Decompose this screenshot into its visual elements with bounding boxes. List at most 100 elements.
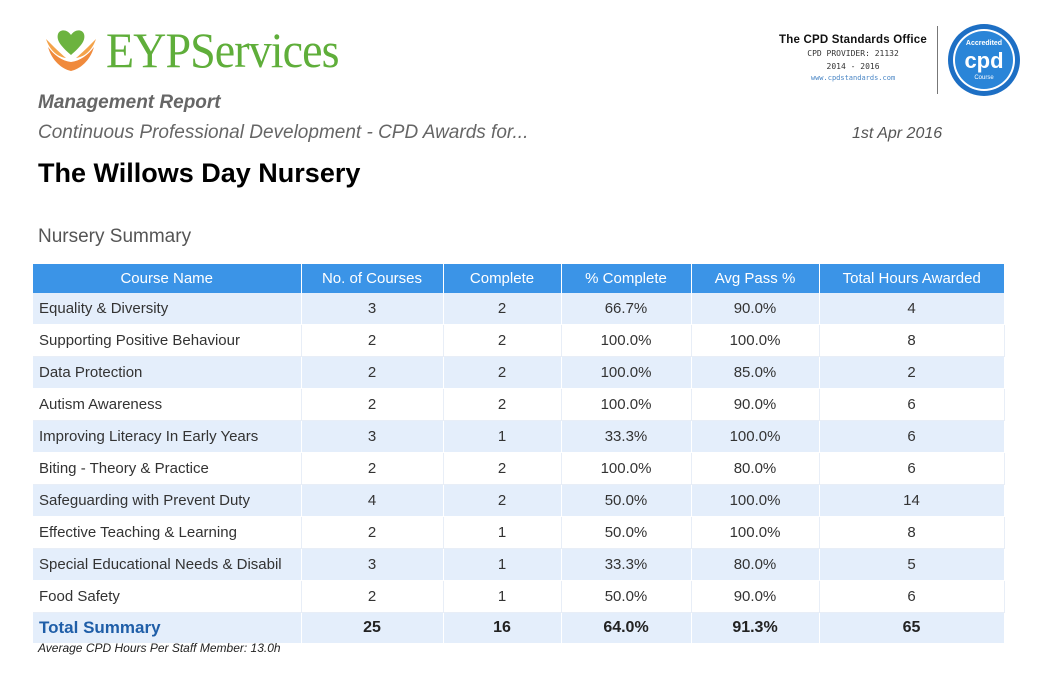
course-name: Food Safety	[33, 580, 302, 613]
total-num-courses: 25	[301, 612, 444, 644]
pct-complete: 50.0%	[561, 580, 692, 613]
column-header: Total Hours Awarded	[819, 264, 1004, 293]
complete: 1	[443, 548, 562, 581]
cpd-office: The CPD Standards Office	[779, 34, 927, 46]
avg-pass: 100.0%	[691, 420, 820, 453]
pct-complete: 50.0%	[561, 484, 692, 517]
pct-complete: 100.0%	[561, 452, 692, 485]
course-name: Supporting Positive Behaviour	[33, 324, 302, 357]
column-header: No. of Courses	[301, 264, 444, 293]
complete: 2	[443, 452, 562, 485]
total-hours: 14	[819, 484, 1005, 517]
complete: 2	[443, 356, 562, 389]
total-pct-complete: 64.0%	[561, 612, 692, 644]
avg-pass: 80.0%	[691, 452, 820, 485]
table-header-row: Course Name No. of Courses Complete % Co…	[33, 264, 1004, 293]
table-row: Special Educational Needs & Disabil 3 1 …	[33, 548, 1005, 581]
complete: 1	[443, 580, 562, 613]
avg-pass: 80.0%	[691, 548, 820, 581]
pct-complete: 100.0%	[561, 356, 692, 389]
avg-pass: 100.0%	[691, 516, 820, 549]
num-courses: 2	[301, 516, 444, 549]
report-subtitle: Continuous Professional Development - CP…	[38, 122, 529, 143]
avg-pass: 90.0%	[691, 580, 820, 613]
course-name: Special Educational Needs & Disabil	[33, 548, 302, 581]
num-courses: 2	[301, 324, 444, 357]
total-hours: 8	[819, 324, 1005, 357]
course-name: Equality & Diversity	[33, 293, 302, 325]
total-hours: 6	[819, 580, 1005, 613]
complete: 2	[443, 484, 562, 517]
course-name: Data Protection	[33, 356, 302, 389]
report-type: Management Report	[38, 92, 221, 113]
total-hours: 2	[819, 356, 1005, 389]
pct-complete: 66.7%	[561, 293, 692, 325]
total-hours-awarded: 65	[819, 612, 1005, 644]
num-courses: 3	[301, 548, 444, 581]
course-name: Biting - Theory & Practice	[33, 452, 302, 485]
cpd-accreditation: The CPD Standards Office CPD PROVIDER: 2…	[779, 22, 1022, 98]
num-courses: 3	[301, 293, 444, 325]
column-header: % Complete	[561, 264, 692, 293]
total-summary-row: Total Summary 25 16 64.0% 91.3% 65	[33, 612, 1005, 644]
cpd-url: www.cpdstandards.com	[810, 74, 896, 82]
avg-pass: 100.0%	[691, 324, 820, 357]
eyp-logo: EYPServices	[42, 20, 359, 80]
num-courses: 2	[301, 580, 444, 613]
table-row: Improving Literacy In Early Years 3 1 33…	[33, 420, 1005, 453]
complete: 1	[443, 516, 562, 549]
badge-main-text: cpd	[964, 48, 1003, 73]
course-name: Autism Awareness	[33, 388, 302, 421]
total-hours: 6	[819, 388, 1005, 421]
total-hours: 8	[819, 516, 1005, 549]
cpd-years: 2014 - 2016	[826, 62, 880, 71]
total-hours: 4	[819, 293, 1005, 325]
avg-pass: 90.0%	[691, 388, 820, 421]
pct-complete: 100.0%	[561, 388, 692, 421]
complete: 1	[443, 420, 562, 453]
total-label: Total Summary	[33, 612, 302, 644]
pct-complete: 33.3%	[561, 548, 692, 581]
table-row: Food Safety 2 1 50.0% 90.0% 6	[33, 580, 1005, 613]
total-hours: 5	[819, 548, 1005, 581]
num-courses: 2	[301, 388, 444, 421]
report-date: 1st Apr 2016	[852, 125, 943, 142]
badge-top-text: Accredited	[966, 40, 1002, 47]
total-avg-pass: 91.3%	[691, 612, 820, 644]
cpd-info: The CPD Standards Office CPD PROVIDER: 2…	[779, 26, 938, 94]
pct-complete: 50.0%	[561, 516, 692, 549]
table-row: Safeguarding with Prevent Duty 4 2 50.0%…	[33, 484, 1005, 517]
table-row: Supporting Positive Behaviour 2 2 100.0%…	[33, 324, 1005, 357]
table-row: Effective Teaching & Learning 2 1 50.0% …	[33, 516, 1005, 549]
num-courses: 4	[301, 484, 444, 517]
num-courses: 3	[301, 420, 444, 453]
table-row: Data Protection 2 2 100.0% 85.0% 2	[33, 356, 1005, 389]
cpd-badge-icon: Accredited cpd Course	[948, 24, 1020, 96]
section-title: Nursery Summary	[38, 226, 192, 247]
total-complete: 16	[443, 612, 562, 644]
column-header: Complete	[443, 264, 562, 293]
complete: 2	[443, 293, 562, 325]
avg-pass: 85.0%	[691, 356, 820, 389]
badge-bottom-text: Course	[974, 75, 994, 81]
num-courses: 2	[301, 356, 444, 389]
total-hours: 6	[819, 420, 1005, 453]
nursery-title: The Willows Day Nursery	[38, 158, 361, 188]
avg-pass: 90.0%	[691, 293, 820, 325]
complete: 2	[443, 324, 562, 357]
avg-hours-note: Average CPD Hours Per Staff Member: 13.0…	[38, 641, 281, 655]
pct-complete: 100.0%	[561, 324, 692, 357]
table-row: Autism Awareness 2 2 100.0% 90.0% 6	[33, 388, 1005, 421]
logo-text: EYPServices	[106, 22, 340, 78]
column-header: Avg Pass %	[691, 264, 820, 293]
complete: 2	[443, 388, 562, 421]
course-name: Improving Literacy In Early Years	[33, 420, 302, 453]
avg-pass: 100.0%	[691, 484, 820, 517]
column-header: Course Name	[33, 264, 302, 293]
pct-complete: 33.3%	[561, 420, 692, 453]
hands-heart-icon	[46, 30, 96, 71]
total-hours: 6	[819, 452, 1005, 485]
course-name: Effective Teaching & Learning	[33, 516, 302, 549]
num-courses: 2	[301, 452, 444, 485]
table-row: Biting - Theory & Practice 2 2 100.0% 80…	[33, 452, 1005, 485]
